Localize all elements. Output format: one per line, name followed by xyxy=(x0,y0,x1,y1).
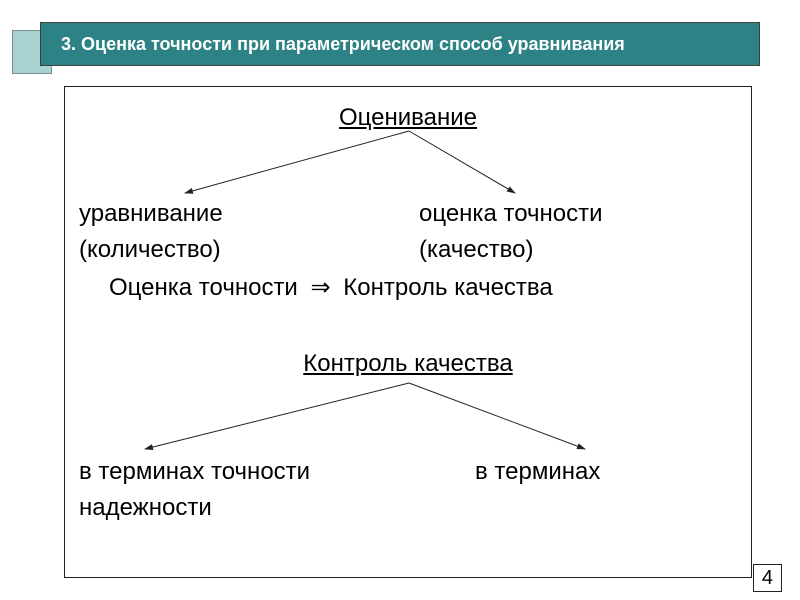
diagram1-right-line1: оценка точности xyxy=(419,197,603,232)
implication-pre: Оценка точности xyxy=(109,274,298,301)
implication-post: Контроль качества xyxy=(343,274,552,301)
page-number: 4 xyxy=(762,567,773,590)
slide: 3. Оценка точности при параметрическом с… xyxy=(0,0,800,600)
diagram2-right-line1: в терминах xyxy=(475,455,600,490)
diagram1-right-line2: (качество) xyxy=(419,233,534,268)
implication-arrow-glyph: ⇒ xyxy=(305,274,337,301)
diagram1-left-line2: (количество) xyxy=(79,233,221,268)
implication-line: Оценка точности ⇒ Контроль качества xyxy=(109,271,553,306)
header-title: 3. Оценка точности при параметрическом с… xyxy=(61,34,625,55)
diagram1-left-line1: уравнивание xyxy=(79,197,223,232)
diagram2-left-line1: в терминах точности xyxy=(79,455,310,490)
page-number-badge: 4 xyxy=(753,564,782,592)
diagram2-left-line2: надежности xyxy=(79,491,212,526)
content-box: Оценивание уравнивание (количество) оцен… xyxy=(64,86,752,578)
header-bar: 3. Оценка точности при параметрическом с… xyxy=(40,22,760,66)
